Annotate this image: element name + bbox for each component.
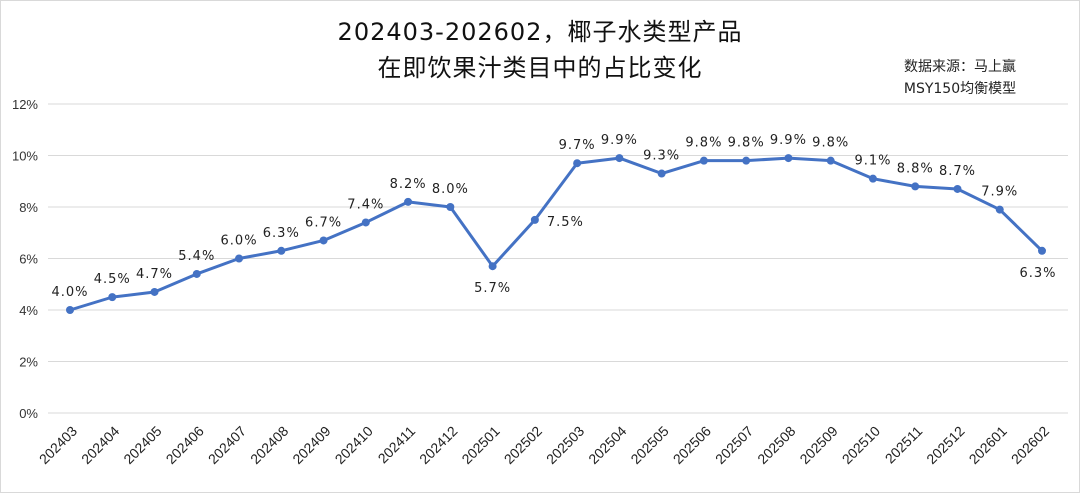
data-label: 6.0% [221,234,258,249]
source-line-1: 数据来源：马上赢 [904,59,1016,75]
data-point [66,306,74,314]
x-tick-label: 202406 [163,423,207,467]
data-label: 9.8% [812,136,849,151]
data-label: 5.7% [474,281,511,296]
x-tick-label: 202405 [120,423,164,467]
data-label: 4.5% [94,272,131,287]
x-tick-label: 202509 [796,423,840,467]
data-label: 9.8% [728,136,765,151]
data-point [446,203,455,211]
x-tick-label: 202409 [289,423,333,467]
chart-title-line-2: 在即饮果汁类目中的占比变化 [377,54,703,82]
data-label: 5.4% [178,249,215,264]
data-point [995,205,1004,214]
data-label: 9.7% [559,138,596,153]
data-point [361,218,370,227]
data-label: 4.7% [136,267,173,282]
x-tick-label: 202411 [375,423,419,467]
data-label: 7.4% [347,197,384,212]
y-tick-label: 10% [12,149,38,164]
y-tick-label: 12% [12,97,38,112]
data-label: 8.0% [432,182,469,197]
x-tick-label: 202512 [923,423,967,467]
x-tick-label: 202403 [36,423,80,467]
data-point [192,269,201,278]
source-line-2: MSY150均衡模型 [903,81,1017,97]
x-tick-label: 202502 [501,423,545,467]
data-point [699,156,708,165]
x-tick-label: 202505 [627,423,671,467]
x-tick-label: 202412 [416,423,460,467]
data-point [573,159,582,168]
x-tick-label: 202507 [712,423,756,467]
data-point [108,293,117,302]
data-label: 4.0% [51,285,88,300]
data-label: 9.9% [770,133,807,148]
data-label: 8.7% [939,164,976,179]
data-point [150,287,159,296]
x-tick-label: 202503 [543,423,587,467]
y-tick-label: 0% [19,406,38,421]
data-label: 6.3% [263,226,300,241]
data-label: 7.9% [981,185,1018,200]
data-point [319,236,328,245]
data-label: 9.8% [685,136,722,151]
data-point [235,254,244,263]
data-point [953,184,962,193]
x-tick-label: 202602 [1008,423,1052,467]
data-label: 9.9% [601,133,638,148]
y-tick-label: 8% [19,200,38,215]
series-line [69,156,1044,312]
data-label: 8.2% [390,177,427,192]
y-tick-label: 6% [19,252,38,267]
data-label: 8.8% [897,161,934,176]
x-tick-label: 202504 [585,423,629,467]
x-tick-label: 202410 [332,423,376,467]
data-point [615,154,624,163]
data-label: 9.1% [854,154,891,169]
x-tick-label: 202501 [458,423,502,467]
x-tick-label: 202511 [882,423,926,467]
data-point [530,215,539,224]
data-point [911,182,920,191]
data-point [657,169,666,178]
data-point [1038,246,1046,255]
data-label: 7.5% [547,215,584,230]
x-tick-label: 202408 [247,423,291,467]
data-label: 6.7% [305,215,342,230]
y-tick-label: 2% [19,355,38,370]
chart-title: 202403-202602，椰子水类型产品 在即饮果汁类目中的占比变化 [240,14,840,86]
x-tick-label: 202510 [839,423,883,467]
y-tick-label: 4% [19,303,38,318]
x-tick-label: 202508 [754,423,798,467]
chart-title-line-1: 202403-202602，椰子水类型产品 [337,18,743,46]
x-tick-label: 202506 [670,423,714,467]
data-point [784,154,793,163]
data-point [404,197,413,206]
data-point [488,262,497,271]
data-point [826,156,835,165]
data-source-annotation: 数据来源：马上赢 MSY150均衡模型 [880,56,1040,100]
data-point [742,156,751,165]
data-point [868,174,877,183]
x-tick-label: 202601 [966,423,1010,467]
x-tick-label: 202404 [78,423,122,467]
data-label: 9.3% [643,149,680,164]
data-point [277,246,286,255]
data-label: 6.3% [1019,266,1056,281]
x-tick-label: 202407 [205,423,249,467]
